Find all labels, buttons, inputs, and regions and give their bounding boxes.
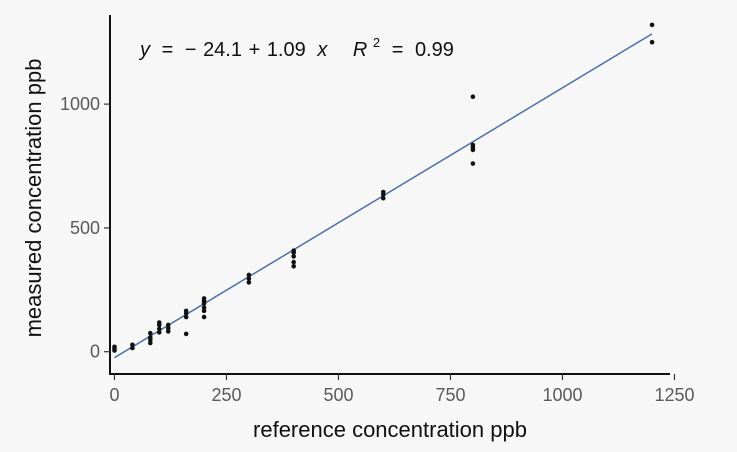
x-ticks: 0 250 500 750 1000 1250 [109,374,695,405]
data-point [183,314,189,320]
data-point [165,329,171,334]
eq-minus: − [185,39,197,61]
data-point [246,272,252,278]
data-point [165,325,171,331]
data-point [156,326,162,332]
y-tick-label: 1000 [60,94,100,114]
eq-equals: = [162,39,174,61]
data-point [148,335,153,340]
data-point [649,22,655,28]
data-point [380,195,386,201]
fit-equation: y = − 24.1 + 1.09 x R 2 = 0.99 [138,30,454,61]
x-tick-label: 500 [323,385,353,405]
data-point [148,330,153,336]
data-point [183,331,189,337]
y-axis-title: measured concentration ppb [21,59,46,338]
data-point [201,314,207,320]
data-point [291,248,296,254]
x-tick-label: 750 [435,385,465,405]
data-point [165,322,171,328]
eq-r-exponent: 2 [373,35,380,50]
eq-y-var: y [138,39,151,61]
data-point [156,330,162,335]
eq-x-var: x [316,39,328,61]
data-point [156,320,162,325]
x-tick-label: 1250 [654,385,694,405]
y-tick-label: 500 [70,218,100,238]
data-point [649,39,655,45]
eq-equals-2: = [392,39,404,61]
x-axis-title: reference concentration ppb [253,417,527,442]
data-point [130,342,135,348]
x-tick-label: 1000 [542,385,582,405]
eq-r2-value: 0.99 [415,39,454,61]
data-point [470,161,476,166]
eq-plus: + [249,39,261,61]
x-tick-label: 0 [109,385,119,405]
data-point [470,94,476,100]
points-layer [112,22,655,353]
data-point [246,280,252,285]
eq-intercept: 24.1 [203,39,242,61]
data-point [470,142,476,148]
eq-r-var: R [353,39,367,61]
x-tick-label: 250 [211,385,241,405]
y-tick-label: 0 [90,342,100,362]
data-point [130,345,135,351]
y-ticks: 0 500 1000 [60,94,110,362]
data-point [246,276,252,281]
data-point [291,264,296,269]
data-point [148,340,153,346]
data-point [183,308,189,314]
data-point [201,305,207,310]
data-point [201,308,207,314]
data-point [380,189,386,195]
eq-slope: 1.09 [267,39,306,61]
data-point [201,296,207,301]
data-point [291,259,296,265]
data-point [112,344,117,350]
data-point [291,254,296,259]
